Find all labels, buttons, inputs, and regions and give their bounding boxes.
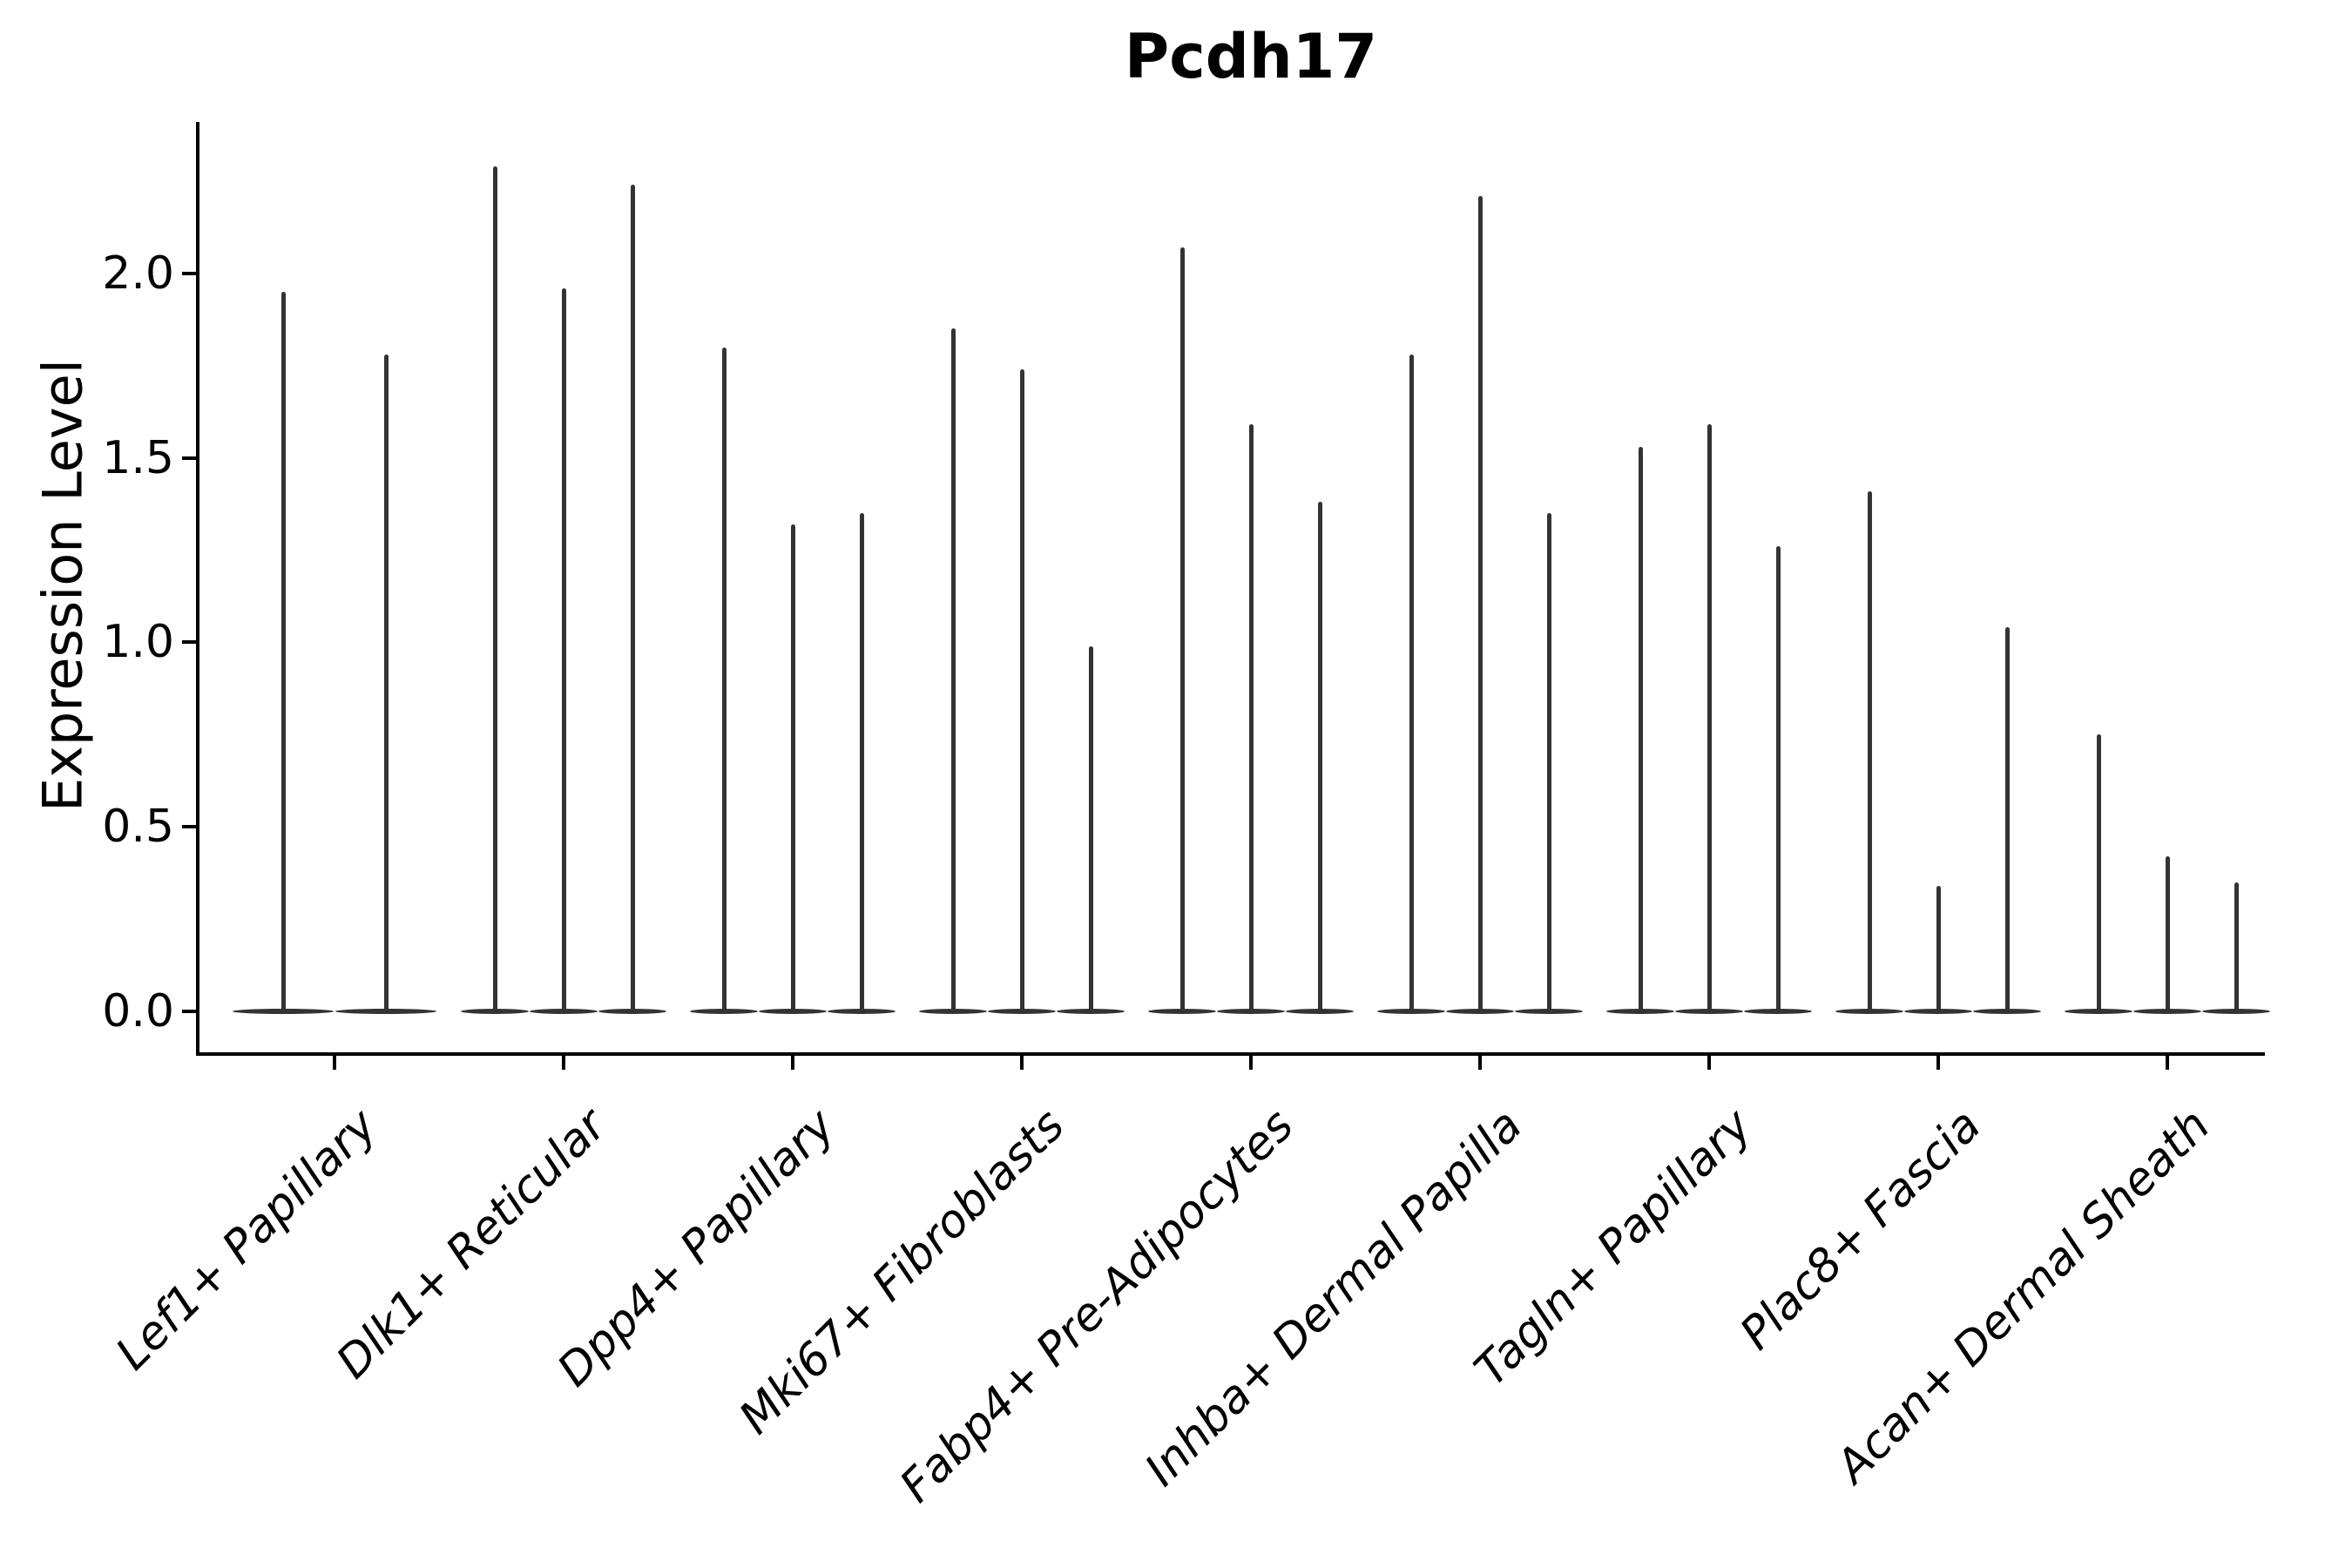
y-tick bbox=[182, 271, 196, 275]
violin-spike bbox=[492, 166, 497, 1013]
violin-spike bbox=[1936, 885, 1941, 1013]
y-tick bbox=[182, 825, 196, 829]
x-tick bbox=[791, 1056, 794, 1070]
violin-spike bbox=[280, 291, 286, 1013]
violin-spike bbox=[790, 524, 795, 1013]
violin-spike bbox=[721, 347, 727, 1013]
y-tick-label: 1.5 bbox=[102, 431, 174, 484]
x-tick bbox=[1478, 1056, 1482, 1070]
x-tick bbox=[1249, 1056, 1253, 1070]
y-tick-label: 1.0 bbox=[102, 616, 174, 669]
y-axis-title: Expression Level bbox=[30, 359, 95, 812]
y-tick bbox=[182, 456, 196, 460]
y-tick-label: 0.0 bbox=[102, 985, 174, 1037]
violin-spike bbox=[1248, 424, 1254, 1013]
violin-spike bbox=[1867, 490, 1872, 1013]
violin-spike bbox=[1088, 645, 1093, 1013]
y-tick bbox=[182, 1010, 196, 1013]
x-tick bbox=[562, 1056, 565, 1070]
violin-spike bbox=[2234, 882, 2239, 1013]
violin-spike bbox=[1409, 354, 1414, 1013]
violin-spike bbox=[383, 354, 389, 1013]
x-axis-spine bbox=[196, 1052, 2265, 1056]
x-tick bbox=[1020, 1056, 1024, 1070]
x-tick-label: Inhba+ Dermal Papilla bbox=[1135, 1099, 1533, 1497]
y-axis-spine bbox=[196, 122, 199, 1056]
violin-spike bbox=[859, 513, 864, 1013]
violin-spike bbox=[1546, 513, 1551, 1013]
violin-spike bbox=[1707, 424, 1712, 1013]
x-tick-label: Acan+ Dermal Sheath bbox=[1826, 1099, 2220, 1493]
violin-spike bbox=[950, 328, 956, 1013]
violin-spike bbox=[1317, 502, 1322, 1013]
violin-spike bbox=[1179, 247, 1185, 1013]
x-tick bbox=[333, 1056, 336, 1070]
violin-spike bbox=[561, 287, 566, 1013]
violin-spike bbox=[2096, 734, 2101, 1013]
violin-spike bbox=[1775, 546, 1781, 1013]
violin-spike bbox=[630, 185, 635, 1013]
x-tick-label: Fabp4+ Pre-Adipocytes bbox=[889, 1099, 1304, 1513]
x-tick bbox=[1707, 1056, 1711, 1070]
chart-title: Pcdh17 bbox=[1124, 21, 1378, 92]
y-tick bbox=[182, 640, 196, 645]
x-tick bbox=[1936, 1056, 1940, 1070]
violin-spike bbox=[1477, 195, 1483, 1013]
x-tick bbox=[2166, 1056, 2169, 1070]
violin-spike bbox=[1019, 368, 1024, 1013]
x-tick-label: Plac8+ Fascia bbox=[1730, 1099, 1991, 1361]
violin-spike bbox=[2004, 627, 2010, 1013]
y-tick-label: 2.0 bbox=[102, 247, 174, 300]
y-tick-label: 0.5 bbox=[102, 801, 174, 854]
violin-spike bbox=[2165, 856, 2170, 1013]
violin-spike bbox=[1638, 446, 1643, 1013]
